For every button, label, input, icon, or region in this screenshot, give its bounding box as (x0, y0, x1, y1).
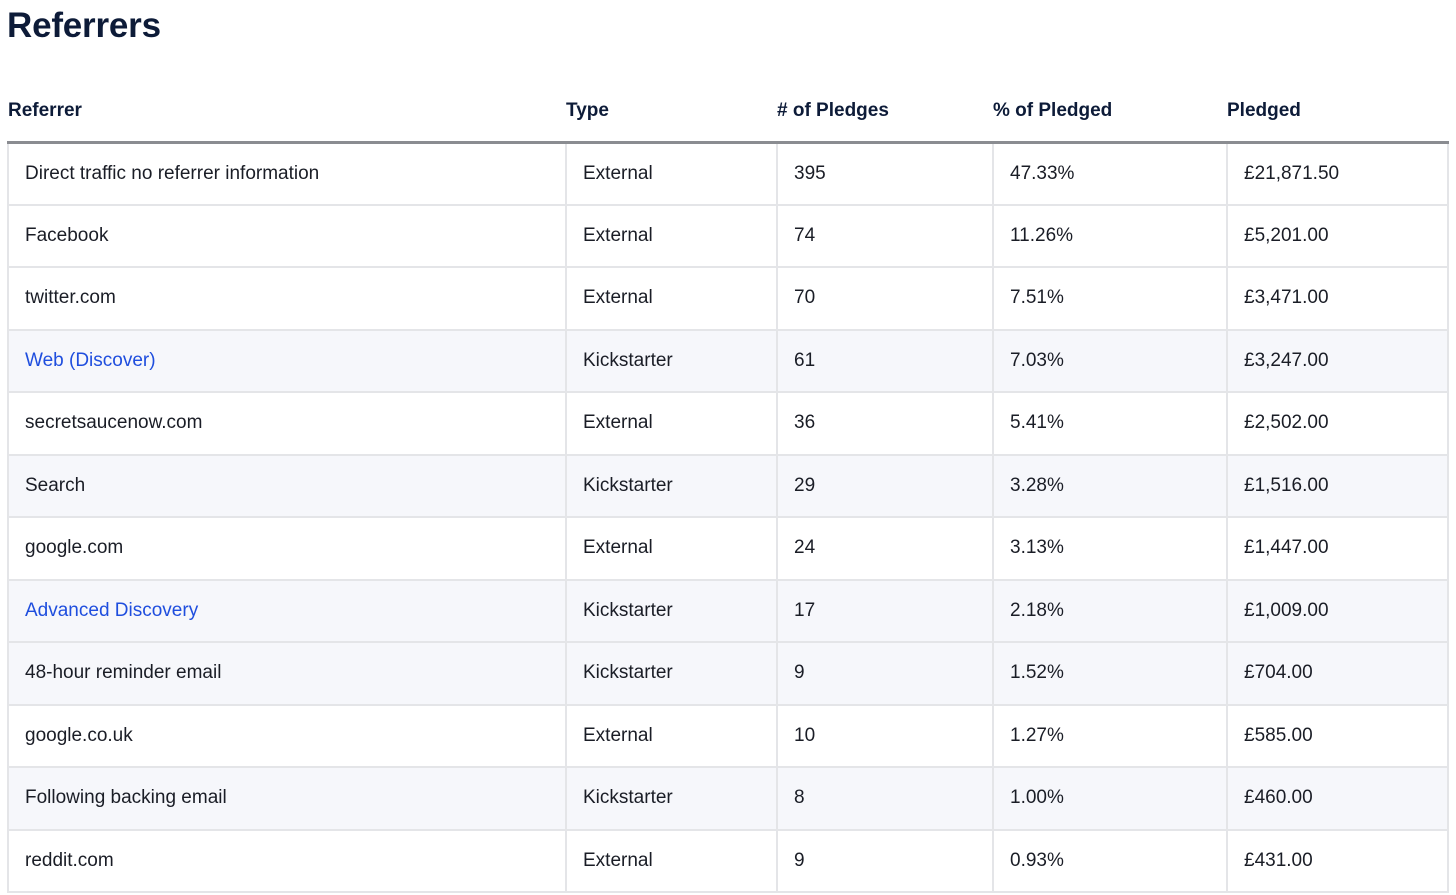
type-cell: External (565, 828, 778, 893)
referrer-cell: Facebook (7, 203, 567, 268)
percent-pledged-cell: 1.52% (992, 641, 1228, 706)
table-row: Advanced Discovery Kickstarter 17 2.18% £1,0… (7, 578, 1449, 643)
type-cell: External (565, 203, 778, 268)
column-header-referrer[interactable]: Referrer (8, 82, 566, 144)
column-header-percent-pledged[interactable]: % of Pledged (993, 82, 1227, 144)
pledges-count-cell: 61 (776, 328, 994, 393)
table-body: Direct traffic no referrer information Ex… (7, 141, 1449, 893)
percent-pledged-cell: 2.18% (992, 578, 1228, 643)
referrer-cell: secretsaucenow.com (7, 391, 567, 456)
referrer-link[interactable]: Advanced Discovery (7, 578, 567, 643)
pledged-amount-cell: £3,247.00 (1226, 328, 1449, 393)
pledged-amount-cell: £21,871.50 (1226, 141, 1449, 206)
pledged-amount-cell: £5,201.00 (1226, 203, 1449, 268)
table-header-row: Referrer Type # of Pledges % of Pledged … (8, 82, 1448, 144)
table-row: Facebook External 74 11.26% £5,201.00 (7, 203, 1449, 268)
pledged-amount-cell: £460.00 (1226, 766, 1449, 831)
table-row: google.com External 24 3.13% £1,447.00 (7, 516, 1449, 581)
table-row: secretsaucenow.com External 36 5.41% £2,502.… (7, 391, 1449, 456)
type-cell: External (565, 266, 778, 331)
pledges-count-cell: 24 (776, 516, 994, 581)
percent-pledged-cell: 47.33% (992, 141, 1228, 206)
type-cell: Kickstarter (565, 766, 778, 831)
pledged-amount-cell: £704.00 (1226, 641, 1449, 706)
type-cell: External (565, 141, 778, 206)
pledged-amount-cell: £2,502.00 (1226, 391, 1449, 456)
pledges-count-cell: 70 (776, 266, 994, 331)
type-cell: Kickstarter (565, 641, 778, 706)
percent-pledged-cell: 1.27% (992, 703, 1228, 768)
referrer-cell: google.co.uk (7, 703, 567, 768)
pledged-amount-cell: £1,516.00 (1226, 453, 1449, 518)
referrer-cell: Search (7, 453, 567, 518)
type-cell: External (565, 703, 778, 768)
pledges-count-cell: 10 (776, 703, 994, 768)
referrer-cell: google.com (7, 516, 567, 581)
type-cell: Kickstarter (565, 578, 778, 643)
page-title: Referrers (7, 6, 161, 45)
percent-pledged-cell: 11.26% (992, 203, 1228, 268)
pledged-amount-cell: £585.00 (1226, 703, 1449, 768)
percent-pledged-cell: 0.93% (992, 828, 1228, 893)
type-cell: Kickstarter (565, 453, 778, 518)
referrer-cell: 48-hour reminder email (7, 641, 567, 706)
table-row: Search Kickstarter 29 3.28% £1,516.00 (7, 453, 1449, 518)
table-row: 48-hour reminder email Kickstarter 9 1.52% £… (7, 641, 1449, 706)
pledges-count-cell: 36 (776, 391, 994, 456)
referrers-table: Referrer Type # of Pledges % of Pledged … (7, 82, 1449, 893)
pledged-amount-cell: £1,447.00 (1226, 516, 1449, 581)
percent-pledged-cell: 1.00% (992, 766, 1228, 831)
percent-pledged-cell: 7.03% (992, 328, 1228, 393)
referrer-cell: twitter.com (7, 266, 567, 331)
percent-pledged-cell: 3.28% (992, 453, 1228, 518)
pledged-amount-cell: £1,009.00 (1226, 578, 1449, 643)
table-row: Web (Discover) Kickstarter 61 7.03% £3,247.0… (7, 328, 1449, 393)
pledges-count-cell: 8 (776, 766, 994, 831)
referrer-cell: Direct traffic no referrer information (7, 141, 567, 206)
percent-pledged-cell: 7.51% (992, 266, 1228, 331)
table-row: google.co.uk External 10 1.27% £585.00 (7, 703, 1449, 768)
table-row: reddit.com External 9 0.93% £431.00 (7, 828, 1449, 893)
table-row: twitter.com External 70 7.51% £3,471.00 (7, 266, 1449, 331)
type-cell: External (565, 391, 778, 456)
table-row: Following backing email Kickstarter 8 1.00%… (7, 766, 1449, 831)
column-header-pledges[interactable]: # of Pledges (777, 82, 993, 144)
pledges-count-cell: 74 (776, 203, 994, 268)
referrer-cell: Following backing email (7, 766, 567, 831)
pledges-count-cell: 9 (776, 641, 994, 706)
pledges-count-cell: 17 (776, 578, 994, 643)
pledges-count-cell: 395 (776, 141, 994, 206)
column-header-pledged[interactable]: Pledged (1227, 82, 1448, 144)
referrer-link[interactable]: Web (Discover) (7, 328, 567, 393)
column-header-type[interactable]: Type (566, 82, 777, 144)
table-row: Direct traffic no referrer information Ex… (7, 141, 1449, 206)
pledged-amount-cell: £3,471.00 (1226, 266, 1449, 331)
percent-pledged-cell: 3.13% (992, 516, 1228, 581)
pledged-amount-cell: £431.00 (1226, 828, 1449, 893)
pledges-count-cell: 29 (776, 453, 994, 518)
pledges-count-cell: 9 (776, 828, 994, 893)
referrer-cell: reddit.com (7, 828, 567, 893)
percent-pledged-cell: 5.41% (992, 391, 1228, 456)
type-cell: External (565, 516, 778, 581)
type-cell: Kickstarter (565, 328, 778, 393)
